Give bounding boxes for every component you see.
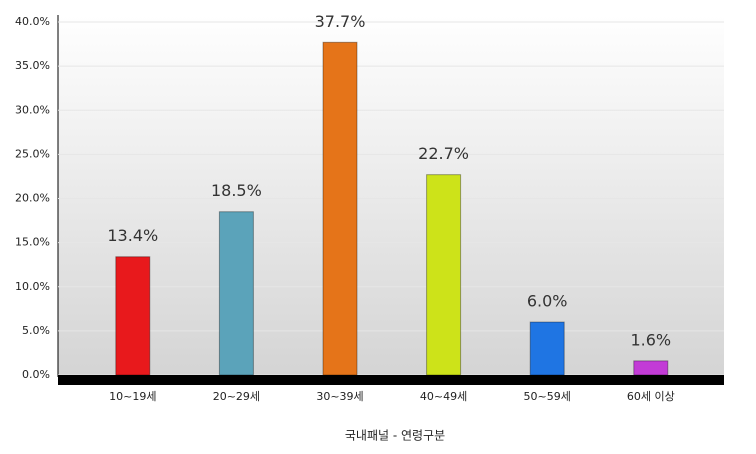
x-axis-label: 국내패널 - 연령구분: [345, 429, 445, 443]
y-tick-label: 10.0%: [15, 280, 50, 293]
y-tick-label: 15.0%: [15, 236, 50, 249]
value-label: 6.0%: [527, 292, 568, 311]
value-label: 1.6%: [630, 330, 671, 349]
plot-area: [58, 15, 724, 377]
y-tick-label: 5.0%: [22, 324, 50, 337]
value-label: 37.7%: [315, 12, 366, 31]
bar: [115, 256, 151, 376]
x-tick-label: 10~19세: [109, 390, 156, 403]
bar: [426, 174, 462, 376]
x-tick-label: 30~39세: [316, 390, 363, 403]
x-tick-label: 50~59세: [524, 390, 571, 403]
bar: [529, 321, 565, 376]
y-tick-label: 0.0%: [22, 368, 50, 381]
y-tick-label: 40.0%: [15, 15, 50, 28]
base-band: [58, 375, 724, 385]
bar: [218, 211, 254, 376]
bar: [322, 41, 358, 376]
x-tick-label: 20~29세: [213, 390, 260, 403]
value-label: 22.7%: [418, 144, 469, 163]
value-label: 13.4%: [107, 226, 158, 245]
y-tick-label: 30.0%: [15, 103, 50, 116]
y-tick-label: 25.0%: [15, 147, 50, 160]
x-tick-label: 40~49세: [420, 390, 467, 403]
bar: [633, 360, 669, 376]
value-label: 18.5%: [211, 181, 262, 200]
x-tick-label: 60세 이상: [627, 390, 675, 403]
y-tick-label: 20.0%: [15, 192, 50, 205]
y-tick-label: 35.0%: [15, 59, 50, 72]
